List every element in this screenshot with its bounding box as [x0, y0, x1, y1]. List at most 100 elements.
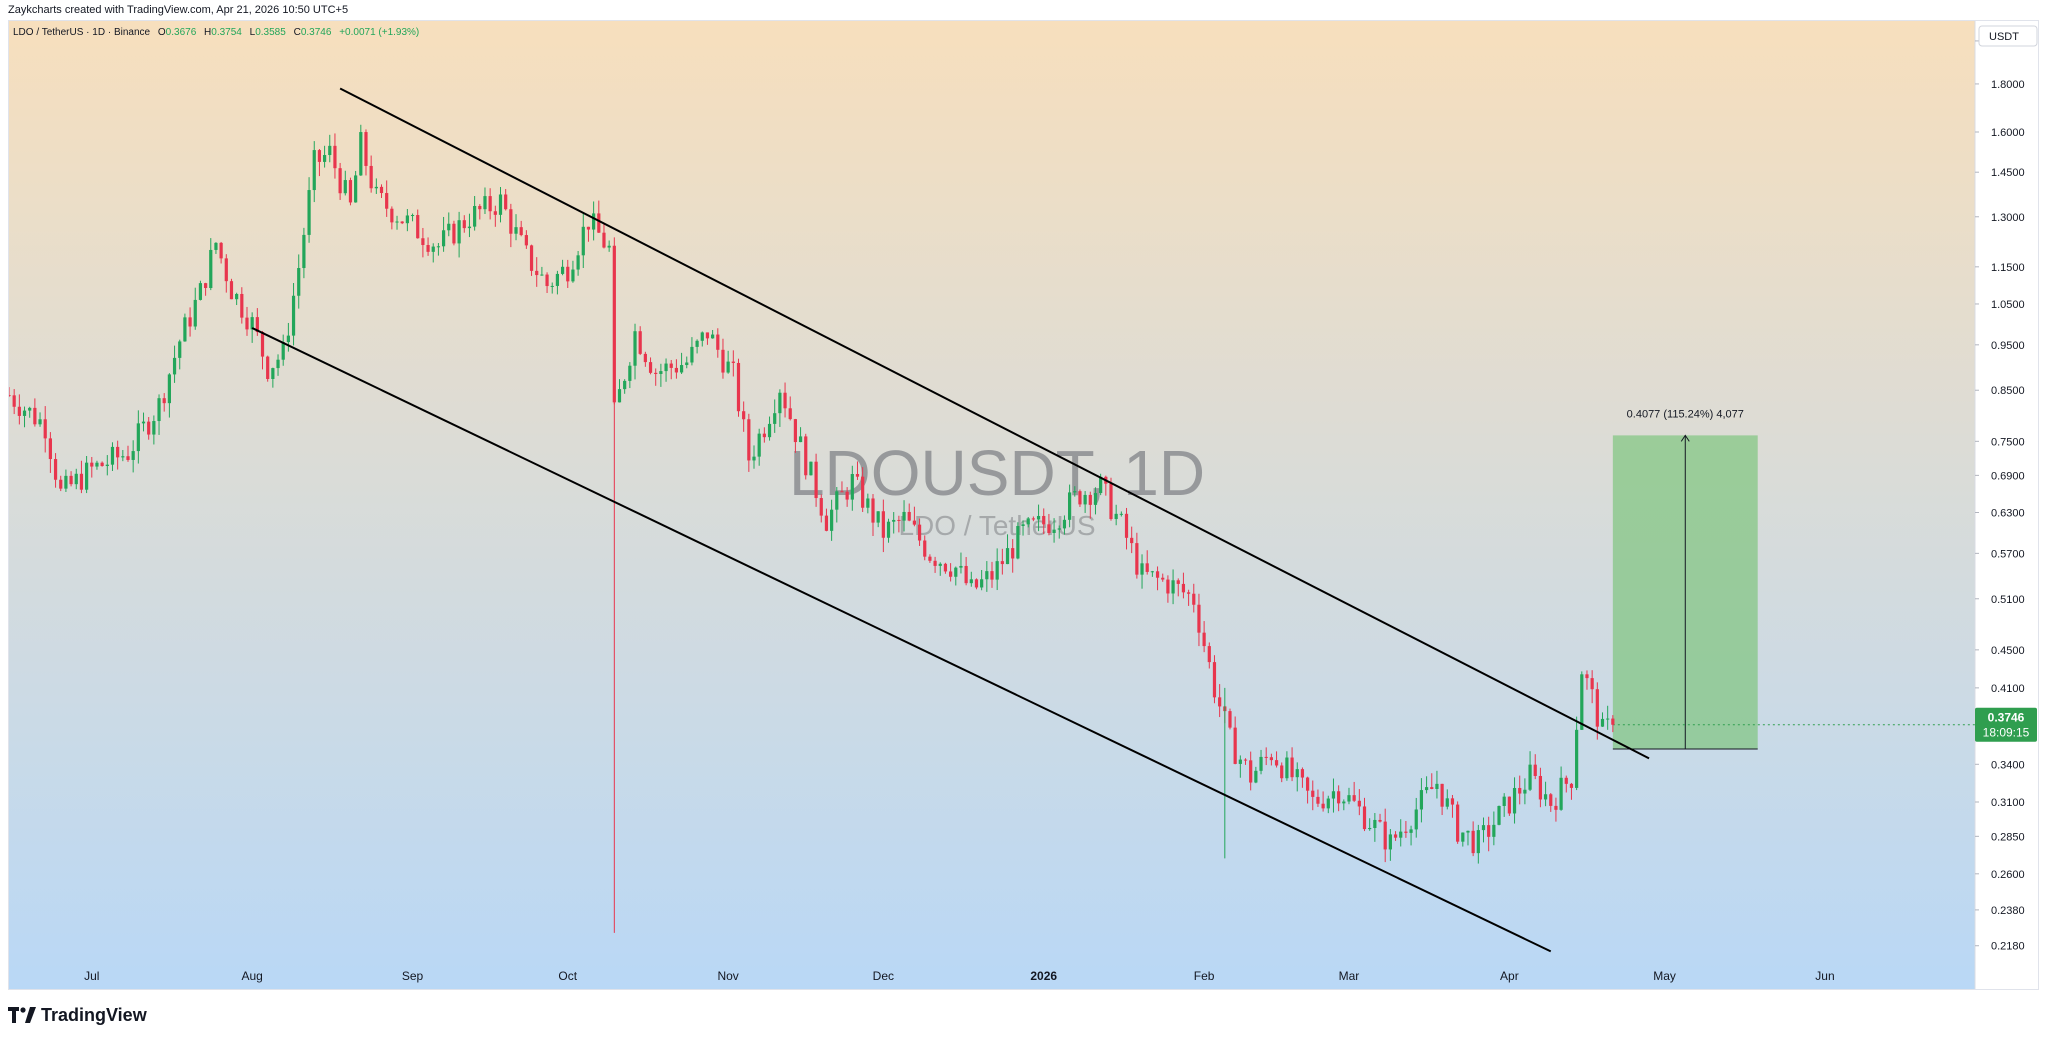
candle	[1197, 593, 1201, 647]
candle	[307, 177, 311, 243]
candle	[731, 350, 735, 377]
candle-body	[669, 363, 673, 368]
candle	[669, 359, 673, 380]
candle	[198, 280, 203, 301]
candle	[1088, 491, 1092, 519]
candle	[1073, 486, 1077, 497]
candle-body	[943, 563, 948, 572]
candle	[260, 330, 265, 370]
candle	[824, 508, 829, 532]
candle-body	[793, 419, 798, 443]
candle	[74, 468, 78, 490]
candle-body	[1311, 790, 1315, 797]
tradingview-logo[interactable]: TradingView	[8, 1003, 147, 1027]
candle	[752, 445, 756, 469]
candle	[980, 569, 984, 591]
candle	[359, 124, 363, 176]
candle	[1212, 655, 1217, 704]
candle	[53, 453, 58, 488]
candle	[788, 396, 792, 421]
candle-body	[188, 317, 192, 327]
candle	[48, 432, 52, 473]
symbol-watermark: LDOUSDT, 1D LDO / TetherUS	[789, 437, 1205, 541]
time-axis[interactable]: Jul Aug Sep Oct Nov Dec 2026 Feb Mar Apr May Jun	[84, 969, 1835, 983]
candle-body	[302, 234, 306, 269]
candle	[79, 460, 84, 494]
channel-trendline[interactable]	[339, 87, 1650, 760]
candle	[711, 329, 715, 339]
currency-badge[interactable]: USDT	[1978, 25, 2038, 47]
candle	[1238, 755, 1242, 778]
trendlines[interactable]	[251, 87, 1650, 953]
candle	[1502, 793, 1506, 817]
candle	[1606, 705, 1610, 730]
candle	[33, 398, 37, 427]
candle	[560, 259, 565, 276]
time-tick-label: Mar	[1339, 969, 1360, 983]
candle-body	[312, 150, 316, 191]
candle	[742, 401, 746, 432]
candle-body	[1575, 729, 1579, 788]
candle-body	[1052, 529, 1056, 534]
candle	[322, 145, 327, 168]
candle	[441, 216, 446, 252]
candle-body	[1073, 491, 1077, 493]
candle-body	[1249, 760, 1253, 783]
candle	[1342, 799, 1346, 811]
candles	[9, 124, 1615, 933]
candle-body	[1150, 571, 1154, 573]
time-tick-label: Apr	[1500, 969, 1519, 983]
candle-body	[1414, 809, 1418, 830]
candle-body	[690, 346, 694, 363]
candle	[850, 465, 854, 511]
candle-body	[59, 479, 63, 489]
candle	[1450, 794, 1455, 818]
price-tick-label: 0.4500	[1991, 645, 2025, 657]
candle	[1068, 484, 1072, 528]
candle-body	[1476, 830, 1480, 854]
time-tick-label: May	[1653, 969, 1676, 983]
candle	[783, 382, 787, 418]
candle-body	[1554, 805, 1558, 810]
price-chart[interactable]: LDOUSDT, 1D LDO / TetherUS 0.4077 (115.2…	[9, 21, 2039, 990]
candle	[700, 331, 704, 347]
candle	[1228, 708, 1232, 730]
candle-body	[483, 196, 487, 210]
chart-frame[interactable]: LDOUSDT, 1D LDO / TetherUS 0.4077 (115.2…	[8, 20, 2039, 990]
candle	[679, 352, 684, 374]
candle	[1456, 801, 1460, 844]
candle	[219, 241, 223, 264]
price-range-measure[interactable]: 0.4077 (115.24%) 4,077	[1612, 408, 1975, 750]
candle-body	[747, 419, 751, 461]
channel-trendline[interactable]	[251, 327, 1552, 953]
candle-body	[1383, 821, 1387, 850]
candle-body	[1124, 513, 1129, 538]
candle	[1383, 808, 1387, 863]
candle	[1600, 712, 1605, 727]
candle-body	[524, 235, 528, 246]
candle	[861, 467, 865, 512]
candle	[1155, 566, 1160, 591]
price-axis[interactable]: 2.00001.80001.60001.45001.30001.15001.05…	[1975, 36, 2025, 953]
candle	[576, 250, 580, 276]
candle	[566, 259, 570, 288]
candle	[845, 487, 849, 507]
candle-body	[354, 175, 358, 203]
candle	[695, 339, 699, 354]
candle-body	[193, 299, 197, 327]
candle-body	[1166, 579, 1170, 594]
candle	[602, 223, 606, 249]
candle	[943, 562, 948, 574]
candle-body	[1445, 798, 1449, 807]
time-axis-area[interactable]	[9, 961, 1975, 990]
candle-body	[1497, 805, 1501, 825]
candle	[338, 162, 342, 200]
candle	[581, 213, 585, 269]
candle	[1269, 753, 1273, 766]
price-tick-label: 0.4100	[1991, 683, 2025, 695]
candle-body	[514, 227, 518, 234]
candle	[1512, 777, 1517, 824]
candle-body	[1466, 830, 1470, 833]
candle-body	[617, 389, 622, 403]
candle-body	[1207, 646, 1211, 663]
